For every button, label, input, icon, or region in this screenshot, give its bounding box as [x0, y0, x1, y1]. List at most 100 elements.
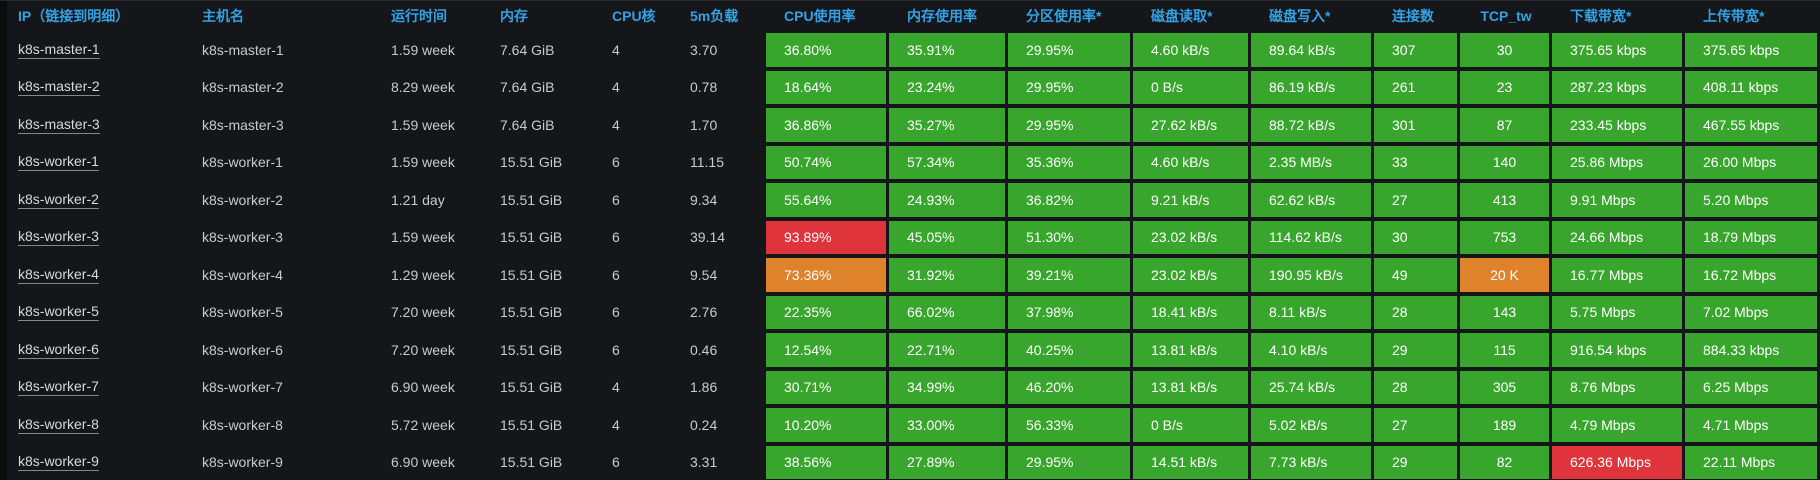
ip-detail-link[interactable]: k8s-worker-8 [18, 415, 99, 434]
cell-ip: k8s-worker-9 [0, 444, 202, 480]
table-row-10: k8s-worker-7 k8s-worker-7 6.90 week 15.51 G… [0, 369, 1820, 407]
cell-disk_read: 13.81 kB/s [1133, 370, 1248, 404]
column-header-uptime[interactable]: 运行时间 [391, 8, 447, 24]
cell-upload_bw: 22.11 Mbps [1685, 445, 1817, 479]
cell-load_5m: 9.54 [690, 266, 718, 283]
ip-detail-link[interactable]: k8s-master-2 [18, 78, 100, 97]
cell-load_5m: 3.70 [690, 41, 718, 58]
column-header-hostname[interactable]: 主机名 [202, 8, 244, 24]
cell-disk_write: 5.02 kB/s [1251, 408, 1371, 442]
cell-cpu_cores: 6 [612, 266, 620, 283]
cell-disk_read: 14.51 kB/s [1133, 445, 1248, 479]
cell-load_5m: 0.78 [690, 79, 718, 96]
cell-memory: 15.51 GiB [500, 304, 563, 321]
ip-detail-link[interactable]: k8s-worker-7 [18, 378, 99, 397]
cell-mem_usage: 22.71% [889, 333, 1005, 367]
cell-disk_read: 0 B/s [1133, 408, 1248, 442]
cell-memory: 15.51 GiB [500, 416, 563, 433]
cell-upload_bw: 467.55 kbps [1685, 108, 1817, 142]
cell-uptime: 1.21 day [391, 191, 445, 208]
ip-detail-link[interactable]: k8s-worker-9 [18, 453, 99, 472]
cell-disk_read: 4.60 kB/s [1133, 145, 1248, 179]
cell-cpu_usage: 12.54% [766, 333, 886, 367]
column-header-disk_write[interactable]: 磁盘写入* [1269, 8, 1331, 24]
cell-cpu_usage: 36.80% [766, 33, 886, 67]
cell-uptime: 6.90 week [391, 379, 455, 396]
cell-download_bw: 4.79 Mbps [1552, 408, 1682, 442]
cell-disk_write: 190.95 kB/s [1251, 258, 1371, 292]
cell-upload_bw: 6.25 Mbps [1685, 370, 1817, 404]
cell-disk_write: 2.35 MB/s [1251, 145, 1371, 179]
cell-hostname: k8s-worker-9 [202, 454, 283, 471]
column-header-upload_bw[interactable]: 上传带宽* [1703, 8, 1765, 24]
cell-connections: 33 [1374, 145, 1457, 179]
cell-upload_bw: 18.79 Mbps [1685, 220, 1817, 254]
cell-partition_usage: 29.95% [1008, 70, 1130, 104]
cell-load_5m: 0.24 [690, 416, 718, 433]
column-header-ip[interactable]: IP（链接到明细） [18, 8, 130, 24]
cell-disk_read: 23.02 kB/s [1133, 258, 1248, 292]
column-header-partition_usage[interactable]: 分区使用率* [1026, 8, 1102, 24]
ip-detail-link[interactable]: k8s-master-3 [18, 115, 100, 134]
cell-connections: 27 [1374, 408, 1457, 442]
cell-partition_usage: 39.21% [1008, 258, 1130, 292]
column-header-tcp_tw[interactable]: TCP_tw [1480, 8, 1532, 24]
cell-disk_read: 0 B/s [1133, 70, 1248, 104]
cell-cpu_cores: 4 [612, 41, 620, 58]
ip-detail-link[interactable]: k8s-worker-5 [18, 303, 99, 322]
ip-detail-link[interactable]: k8s-master-1 [18, 40, 100, 59]
column-header-load_5m[interactable]: 5m负载 [690, 8, 739, 24]
cell-mem_usage: 34.99% [889, 370, 1005, 404]
table-row-5: k8s-worker-2 k8s-worker-2 1.21 day 15.51 Gi… [0, 181, 1820, 219]
cell-cpu_usage: 18.64% [766, 70, 886, 104]
table-row-1: k8s-master-1 k8s-master-1 1.59 week 7.64 Gi… [0, 31, 1820, 69]
column-header-disk_read[interactable]: 磁盘读取* [1151, 8, 1213, 24]
cell-disk_read: 27.62 kB/s [1133, 108, 1248, 142]
column-header-mem_usage[interactable]: 内存使用率 [907, 8, 977, 24]
cell-partition_usage: 35.36% [1008, 145, 1130, 179]
cell-memory: 7.64 GiB [500, 116, 555, 133]
cell-cpu_cores: 6 [612, 154, 620, 171]
cell-tcp_tw: 23 [1460, 70, 1549, 104]
cell-download_bw: 8.76 Mbps [1552, 370, 1682, 404]
cell-download_bw: 375.65 kbps [1552, 33, 1682, 67]
ip-detail-link[interactable]: k8s-worker-4 [18, 265, 99, 284]
cell-partition_usage: 56.33% [1008, 408, 1130, 442]
cell-partition_usage: 37.98% [1008, 295, 1130, 329]
cell-disk_write: 25.74 kB/s [1251, 370, 1371, 404]
cell-cpu_usage: 50.74% [766, 145, 886, 179]
ip-detail-link[interactable]: k8s-worker-2 [18, 190, 99, 209]
cell-cpu_usage: 30.71% [766, 370, 886, 404]
column-header-download_bw[interactable]: 下载带宽* [1570, 8, 1632, 24]
ip-detail-link[interactable]: k8s-worker-3 [18, 228, 99, 247]
cell-uptime: 5.72 week [391, 416, 455, 433]
cell-upload_bw: 884.33 kbps [1685, 333, 1817, 367]
cell-upload_bw: 26.00 Mbps [1685, 145, 1817, 179]
cell-ip: k8s-worker-3 [0, 219, 202, 257]
cell-disk_read: 23.02 kB/s [1133, 220, 1248, 254]
column-header-cpu_cores[interactable]: CPU核 [612, 8, 656, 24]
cell-mem_usage: 35.91% [889, 33, 1005, 67]
panel-left-edge [0, 1, 7, 480]
cell-disk_write: 114.62 kB/s [1251, 220, 1371, 254]
cell-download_bw: 25.86 Mbps [1552, 145, 1682, 179]
cell-disk_write: 86.19 kB/s [1251, 70, 1371, 104]
ip-detail-link[interactable]: k8s-worker-1 [18, 153, 99, 172]
cell-download_bw: 5.75 Mbps [1552, 295, 1682, 329]
cell-memory: 15.51 GiB [500, 341, 563, 358]
cell-ip: k8s-worker-4 [0, 256, 202, 294]
column-header-memory[interactable]: 内存 [500, 8, 528, 24]
column-header-cpu_usage[interactable]: CPU使用率 [784, 8, 856, 24]
cell-hostname: k8s-master-2 [202, 79, 284, 96]
column-header-connections[interactable]: 连接数 [1392, 8, 1434, 24]
ip-detail-link[interactable]: k8s-worker-6 [18, 340, 99, 359]
cell-connections: 307 [1374, 33, 1457, 67]
cell-ip: k8s-worker-1 [0, 144, 202, 182]
cell-upload_bw: 408.11 kbps [1685, 70, 1817, 104]
cell-load_5m: 2.76 [690, 304, 718, 321]
cell-partition_usage: 40.25% [1008, 333, 1130, 367]
cell-tcp_tw: 140 [1460, 145, 1549, 179]
cell-memory: 15.51 GiB [500, 154, 563, 171]
cell-mem_usage: 35.27% [889, 108, 1005, 142]
cell-disk_read: 18.41 kB/s [1133, 295, 1248, 329]
